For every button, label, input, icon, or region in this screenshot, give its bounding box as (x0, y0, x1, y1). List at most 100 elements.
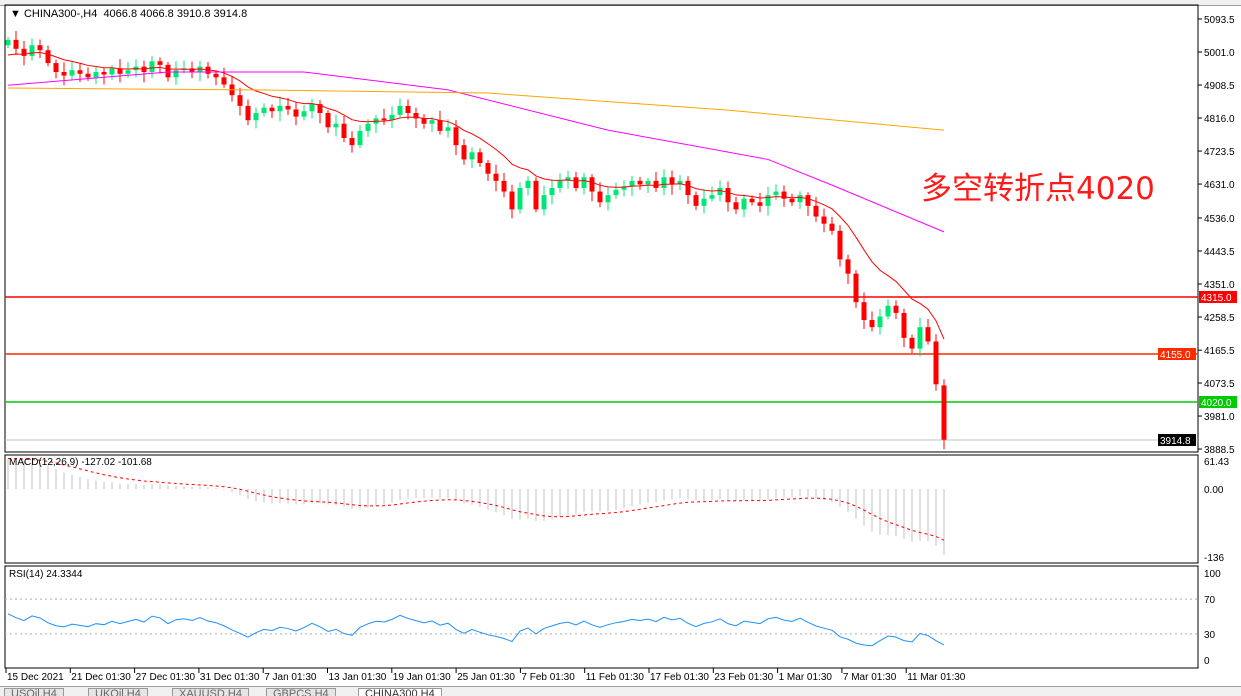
bull-candle (549, 187, 555, 196)
bear-candle (157, 61, 163, 65)
bull-candle (645, 180, 651, 185)
bear-candle (573, 177, 579, 188)
bull-candle (277, 105, 283, 112)
bear-candle (941, 385, 947, 440)
bear-candle (221, 77, 227, 85)
rsi-axis-label: 0 (1204, 656, 1210, 667)
price-axis-label: 4536.0 (1204, 214, 1235, 225)
bull-candle (309, 104, 315, 112)
bear-candle (805, 195, 811, 206)
bear-candle (37, 45, 43, 51)
rsi-pane-frame (4, 565, 1199, 669)
bear-candle (325, 113, 331, 128)
bull-candle (173, 70, 179, 78)
bull-candle (565, 177, 571, 181)
bull-candle (629, 180, 635, 187)
bull-candle (69, 70, 75, 76)
bear-candle (101, 71, 107, 75)
time-axis-label: 13 Jan 01:30 (329, 672, 387, 683)
bull-candle (661, 177, 667, 188)
bull-candle (397, 105, 403, 115)
price-axis-label: 3981.0 (1204, 412, 1235, 423)
bull-candle (93, 71, 99, 78)
bear-candle (165, 64, 171, 78)
rsi-axis-label: 70 (1204, 595, 1216, 606)
time-axis-label: 31 Dec 01:30 (200, 672, 260, 683)
tab-china300[interactable]: CHINA300,H4 (358, 688, 442, 696)
ohlc-values: 4066.8 4066.8 3910.8 3914.8 (103, 8, 248, 20)
bear-candle (21, 48, 27, 56)
price-axis-label: 4723.5 (1204, 147, 1235, 158)
bear-candle (493, 173, 499, 181)
price-axis-label: 5001.0 (1204, 48, 1235, 59)
candles-group (5, 30, 947, 450)
bull-candle (701, 198, 707, 206)
bear-candle (813, 205, 819, 217)
tab-gbpcs[interactable]: GBPCS,H4 (266, 688, 336, 696)
bull-candle (469, 152, 475, 160)
bear-candle (413, 113, 419, 119)
bear-candle (749, 198, 755, 203)
bear-candle (501, 180, 507, 192)
bear-candle (477, 152, 483, 164)
bear-candle (693, 195, 699, 206)
time-axis-label: 17 Feb 01:30 (650, 672, 709, 683)
level-price-tag (1199, 396, 1237, 408)
tab-ukoil[interactable]: UKOil,H4 (88, 688, 148, 696)
bear-candle (189, 68, 195, 72)
moving-average-slow (7, 87, 945, 131)
bull-candle (677, 180, 683, 185)
time-axis-label: 11 Feb 01:30 (586, 672, 645, 683)
bear-candle (845, 259, 851, 274)
bear-candle (789, 198, 795, 203)
bear-candle (485, 163, 491, 174)
bull-candle (301, 111, 307, 117)
tab-usoil[interactable]: USOil,H4 (4, 688, 64, 696)
bear-candle (781, 191, 787, 199)
bull-candle (261, 107, 267, 114)
bull-candle (885, 305, 891, 317)
symbol-label: CHINA300-,H4 (23, 8, 98, 20)
price-axis-label: 4816.0 (1204, 114, 1235, 125)
price-axis-label: 4351.0 (1204, 280, 1235, 291)
bull-candle (389, 114, 395, 121)
bear-candle (117, 68, 123, 74)
bear-candle (61, 71, 67, 76)
chart-title: ▼ CHINA300-,H4 4066.8 4066.8 3910.8 3914… (10, 8, 247, 20)
bear-candle (597, 191, 603, 203)
time-axis-label: 1 Mar 01:30 (779, 672, 833, 683)
time-axis-label: 15 Dec 2021 (7, 672, 64, 683)
level-price-label: 4315.0 (1201, 293, 1232, 304)
bull-candle (357, 130, 363, 146)
bear-candle (85, 73, 91, 78)
bear-candle (53, 63, 59, 72)
bear-candle (653, 180, 659, 188)
bear-candle (725, 187, 731, 203)
level-price-label: 4020.0 (1201, 398, 1232, 409)
time-axis-label: 19 Jan 01:30 (393, 672, 451, 683)
bull-candle (709, 195, 715, 199)
price-axis-label: 4258.5 (1204, 313, 1235, 324)
bear-candle (837, 230, 843, 260)
bear-candle (637, 180, 643, 185)
dropdown-triangle-icon[interactable]: ▼ (10, 8, 21, 20)
time-axis-label: 7 Mar 01:30 (843, 672, 897, 683)
bear-candle (933, 341, 939, 385)
main-pane-frame (4, 4, 1199, 453)
moving-average-fast (7, 52, 945, 340)
macd-label: MACD(12,26,9) -127.02 -101.68 (9, 457, 152, 468)
bear-candle (589, 177, 595, 192)
bear-candle (421, 118, 427, 124)
moving-average-mid (7, 71, 945, 233)
time-axis-label: 7 Jan 01:30 (264, 672, 317, 683)
bear-candle (909, 337, 915, 349)
tab-xauusd[interactable]: XAUUSD,H4 (172, 688, 249, 696)
rsi-axis-label: 100 (1204, 569, 1221, 580)
bear-candle (45, 50, 51, 64)
time-axis-label: 7 Feb 01:30 (521, 672, 575, 683)
rsi-axis-label: 30 (1204, 630, 1216, 641)
chart-tabs: USOil,H4 UKOil,H4 XAUUSD,H4 GBPCS,H4 CHI… (0, 686, 1241, 696)
bear-candle (669, 177, 675, 185)
bear-candle (733, 202, 739, 210)
